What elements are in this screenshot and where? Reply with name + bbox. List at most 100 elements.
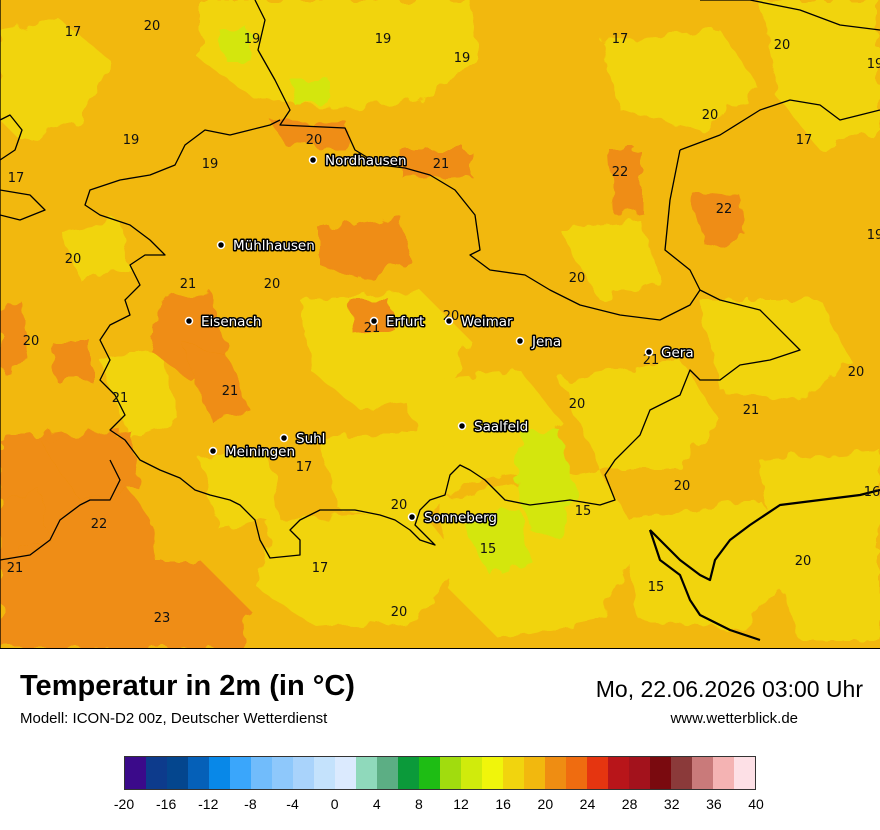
legend-swatch — [734, 757, 755, 789]
legend-swatch — [482, 757, 503, 789]
forecast-datetime: Mo, 22.06.2026 03:00 Uhr — [595, 676, 863, 702]
map-title: Temperatur in 2m (in °C) — [20, 670, 355, 702]
orange-regions — [0, 120, 745, 648]
temperature-map[interactable]: 17 20 19 19 19 17 20 19 20 17 19 20 19 21 22 17 22 19 20 20… — [0, 0, 880, 649]
legend-swatch — [356, 757, 377, 789]
legend-swatch — [461, 757, 482, 789]
city-label: Sonneberg — [424, 510, 497, 526]
legend-swatch — [650, 757, 671, 789]
temperature-value: 21 — [7, 561, 24, 576]
city-label: Gera — [661, 345, 694, 361]
city-meiningen: Meiningen — [208, 443, 297, 462]
legend-swatch — [188, 757, 209, 789]
city-mhlhausen: Mühlhausen — [216, 237, 316, 256]
temperature-value: 21 — [180, 277, 197, 292]
city-label: Suhl — [296, 431, 325, 447]
city-dot-icon — [216, 240, 226, 250]
temperature-value: 19 — [454, 51, 471, 66]
color-legend-labels: -20 -16 -12 -8 -4 0 4 8 12 16 20 24 28 32 36 40 — [114, 796, 764, 816]
temperature-value: 20 — [848, 365, 865, 380]
temperature-value: 19 — [244, 32, 261, 47]
temperature-value: 21 — [433, 157, 450, 172]
city-label: Mühlhausen — [233, 238, 315, 254]
temperature-value: 22 — [716, 202, 733, 217]
legend-swatch — [293, 757, 314, 789]
temperature-value: 20 — [23, 334, 40, 349]
city-suhl: Suhl — [279, 430, 327, 449]
temperature-value: 21 — [222, 384, 239, 399]
city-nordhausen: Nordhausen — [308, 152, 408, 171]
state-borders — [0, 0, 880, 648]
color-legend — [124, 756, 756, 790]
legend-swatch — [125, 757, 146, 789]
legend-swatch — [713, 757, 734, 789]
legend-tick-label: 36 — [706, 796, 722, 812]
legend-tick-label: 16 — [495, 796, 511, 812]
temperature-value: 15 — [480, 542, 497, 557]
city-sonneberg: Sonneberg — [407, 509, 499, 528]
legend-tick-label: -16 — [156, 796, 177, 812]
legend-swatch — [440, 757, 461, 789]
lime-regions — [220, 30, 575, 575]
temperature-value: 20 — [391, 605, 408, 620]
website-link[interactable]: www.wetterblick.de — [670, 710, 798, 727]
city-dot-icon — [457, 421, 467, 431]
legend-swatch — [209, 757, 230, 789]
city-label: Jena — [531, 334, 561, 350]
city-markers: Nordhausen Mühlhausen Eisenach Erfurt Weimar… — [184, 152, 695, 528]
legend-swatch — [545, 757, 566, 789]
temperature-value: 15 — [648, 580, 665, 595]
temperature-value: 20 — [569, 271, 586, 286]
city-dot-icon — [308, 155, 318, 165]
temperature-value: 22 — [91, 517, 108, 532]
legend-swatch — [314, 757, 335, 789]
temperature-value: 17 — [796, 133, 813, 148]
temperature-value: 21 — [112, 391, 129, 406]
temperature-value: 20 — [306, 133, 323, 148]
legend-swatch — [398, 757, 419, 789]
temperature-value: 17 — [612, 32, 629, 47]
city-saalfeld: Saalfeld — [457, 418, 530, 437]
temperature-value: 20 — [65, 252, 82, 267]
temperature-value: 20 — [264, 277, 281, 292]
temperature-value: 21 — [743, 403, 760, 418]
temperature-value: 20 — [674, 479, 691, 494]
city-label: Saalfeld — [474, 419, 528, 435]
legend-tick-label: -4 — [286, 796, 299, 812]
legend-tick-label: 28 — [621, 796, 638, 812]
temperature-value: 17 — [65, 25, 82, 40]
model-info: Modell: ICON-D2 00z, Deutscher Wetterdie… — [20, 710, 328, 727]
legend-swatch — [251, 757, 272, 789]
legend-swatch — [230, 757, 251, 789]
legend-swatch — [629, 757, 650, 789]
legend-swatch — [587, 757, 608, 789]
city-dot-icon — [184, 316, 194, 326]
legend-swatch — [272, 757, 293, 789]
legend-tick-label: 40 — [748, 796, 764, 812]
legend-swatch — [524, 757, 545, 789]
temperature-value: 19 — [867, 228, 880, 243]
legend-tick-label: 12 — [453, 796, 469, 812]
legend-swatch — [167, 757, 188, 789]
temperature-value: 19 — [202, 157, 219, 172]
legend-tick-label: 32 — [663, 796, 680, 812]
country-borders — [648, 488, 880, 642]
city-erfurt: Erfurt — [369, 313, 426, 332]
temperature-value: 20 — [144, 19, 161, 34]
city-dot-icon — [515, 336, 525, 346]
temperature-value: 19 — [375, 32, 392, 47]
legend-tick-label: 8 — [415, 796, 423, 812]
city-weimar: Weimar — [444, 313, 515, 332]
city-label: Eisenach — [201, 314, 261, 330]
legend-tick-label: 0 — [330, 796, 339, 812]
legend-tick-label: -8 — [244, 796, 257, 812]
legend-swatch — [671, 757, 692, 789]
legend-swatch — [419, 757, 440, 789]
temperature-value: 19 — [123, 133, 140, 148]
temperature-value: 20 — [702, 108, 719, 123]
legend-swatch — [608, 757, 629, 789]
city-dot-icon — [208, 446, 218, 456]
legend-swatch — [503, 757, 524, 789]
temperature-value: 20 — [569, 397, 586, 412]
light-yellow-regions — [0, 0, 880, 640]
